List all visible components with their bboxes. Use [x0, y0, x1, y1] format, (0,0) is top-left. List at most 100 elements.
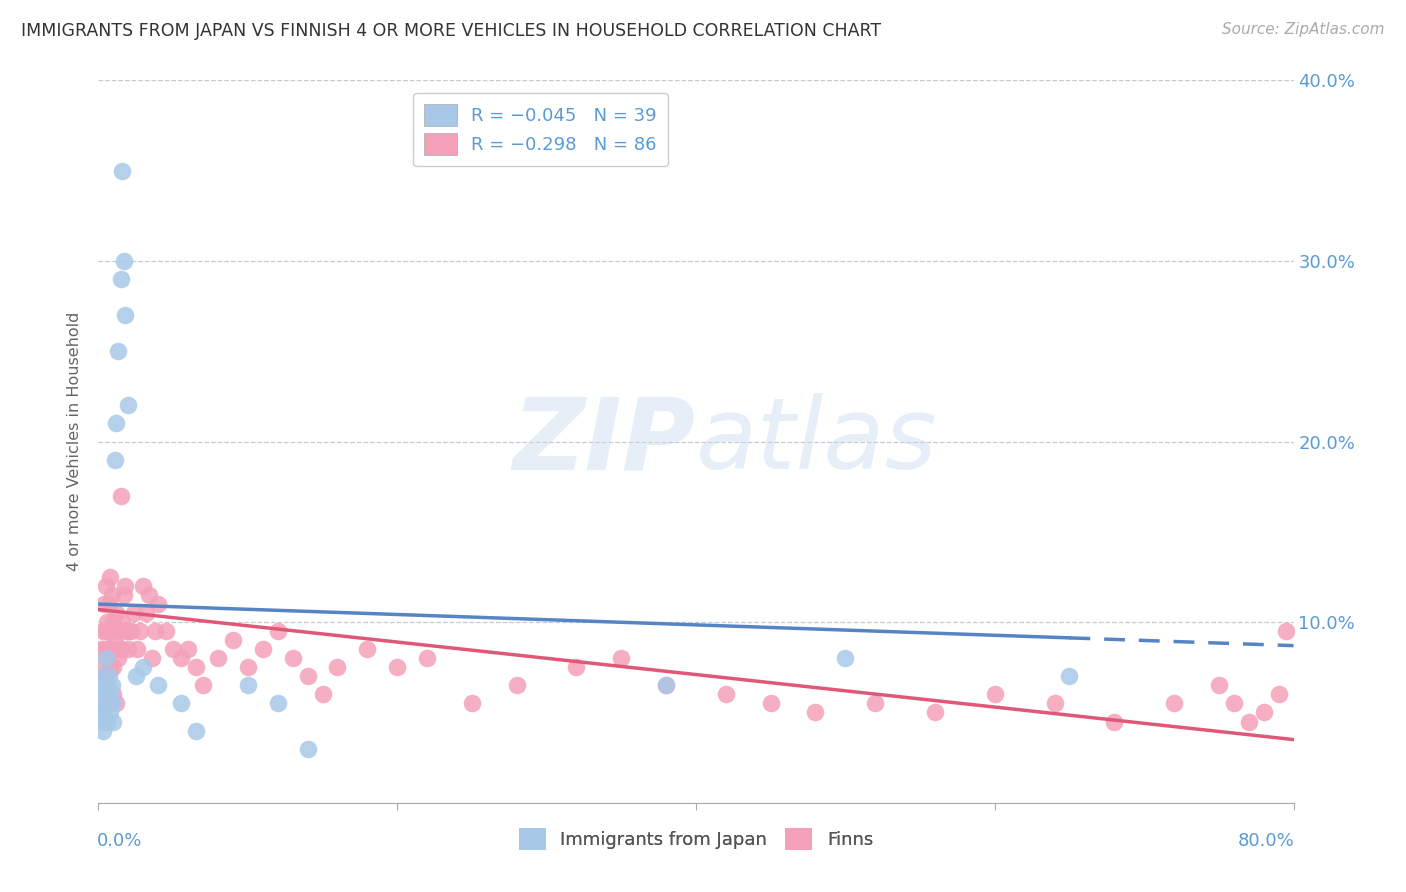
Point — [96, 615, 118, 630]
Point — [96, 651, 118, 665]
Point — [97, 642, 120, 657]
Point — [103, 615, 125, 630]
Point — [1275, 624, 1298, 639]
Point — [96, 678, 118, 692]
Point — [127, 642, 149, 657]
Point — [89, 697, 111, 711]
Point — [90, 697, 112, 711]
Point — [129, 624, 152, 639]
Point — [112, 588, 135, 602]
Point — [101, 588, 124, 602]
Point — [101, 678, 124, 692]
Point — [117, 398, 139, 412]
Point — [90, 669, 112, 683]
Point — [117, 642, 139, 657]
Point — [91, 678, 114, 692]
Point — [89, 706, 111, 720]
Point — [132, 579, 155, 593]
Point — [93, 714, 115, 729]
Point — [356, 642, 378, 657]
Point — [1237, 714, 1260, 729]
Point — [655, 678, 678, 692]
Point — [252, 642, 274, 657]
Point — [177, 642, 200, 657]
Point — [138, 588, 160, 602]
Point — [97, 669, 120, 683]
Point — [143, 624, 166, 639]
Point — [267, 697, 290, 711]
Point — [94, 624, 117, 639]
Point — [110, 272, 132, 286]
Point — [96, 714, 118, 729]
Point — [565, 660, 588, 674]
Point — [94, 678, 117, 692]
Point — [93, 687, 115, 701]
Point — [107, 344, 129, 359]
Point — [107, 651, 129, 665]
Point — [191, 678, 214, 692]
Point — [461, 697, 484, 711]
Point — [90, 706, 112, 720]
Point — [1208, 678, 1230, 692]
Point — [114, 579, 136, 593]
Point — [984, 687, 1007, 701]
Point — [1104, 714, 1126, 729]
Point — [98, 687, 122, 701]
Point — [101, 642, 124, 657]
Point — [114, 308, 136, 322]
Point — [924, 706, 946, 720]
Point — [1267, 687, 1289, 701]
Point — [714, 687, 737, 701]
Point — [834, 651, 856, 665]
Legend: Immigrants from Japan, Finns: Immigrants from Japan, Finns — [510, 819, 882, 859]
Point — [124, 606, 146, 620]
Point — [112, 254, 135, 268]
Point — [91, 723, 114, 738]
Point — [385, 660, 409, 674]
Point — [236, 660, 259, 674]
Point — [132, 660, 155, 674]
Point — [93, 597, 115, 611]
Point — [120, 624, 142, 639]
Point — [98, 706, 122, 720]
Point — [326, 660, 349, 674]
Point — [91, 706, 114, 720]
Point — [655, 678, 678, 692]
Point — [155, 624, 177, 639]
Point — [103, 687, 125, 701]
Point — [104, 452, 127, 467]
Point — [105, 417, 128, 431]
Point — [105, 697, 128, 711]
Point — [148, 678, 170, 692]
Point — [297, 741, 319, 756]
Point — [267, 624, 290, 639]
Point — [311, 687, 333, 701]
Point — [108, 624, 131, 639]
Point — [89, 687, 111, 701]
Point — [93, 642, 115, 657]
Point — [236, 678, 259, 692]
Point — [97, 697, 120, 711]
Point — [97, 597, 120, 611]
Point — [169, 697, 191, 711]
Point — [1163, 697, 1185, 711]
Point — [207, 651, 229, 665]
Point — [162, 642, 184, 657]
Text: ZIP: ZIP — [513, 393, 696, 490]
Point — [103, 660, 125, 674]
Point — [94, 579, 117, 593]
Point — [169, 651, 191, 665]
Point — [110, 489, 132, 503]
Text: 0.0%: 0.0% — [97, 831, 142, 850]
Text: Source: ZipAtlas.com: Source: ZipAtlas.com — [1222, 22, 1385, 37]
Text: IMMIGRANTS FROM JAPAN VS FINNISH 4 OR MORE VEHICLES IN HOUSEHOLD CORRELATION CHA: IMMIGRANTS FROM JAPAN VS FINNISH 4 OR MO… — [21, 22, 882, 40]
Point — [141, 651, 163, 665]
Point — [111, 163, 134, 178]
Point — [115, 624, 138, 639]
Point — [1059, 669, 1081, 683]
Point — [148, 597, 170, 611]
Point — [125, 669, 148, 683]
Point — [804, 706, 827, 720]
Point — [103, 714, 125, 729]
Point — [1253, 706, 1275, 720]
